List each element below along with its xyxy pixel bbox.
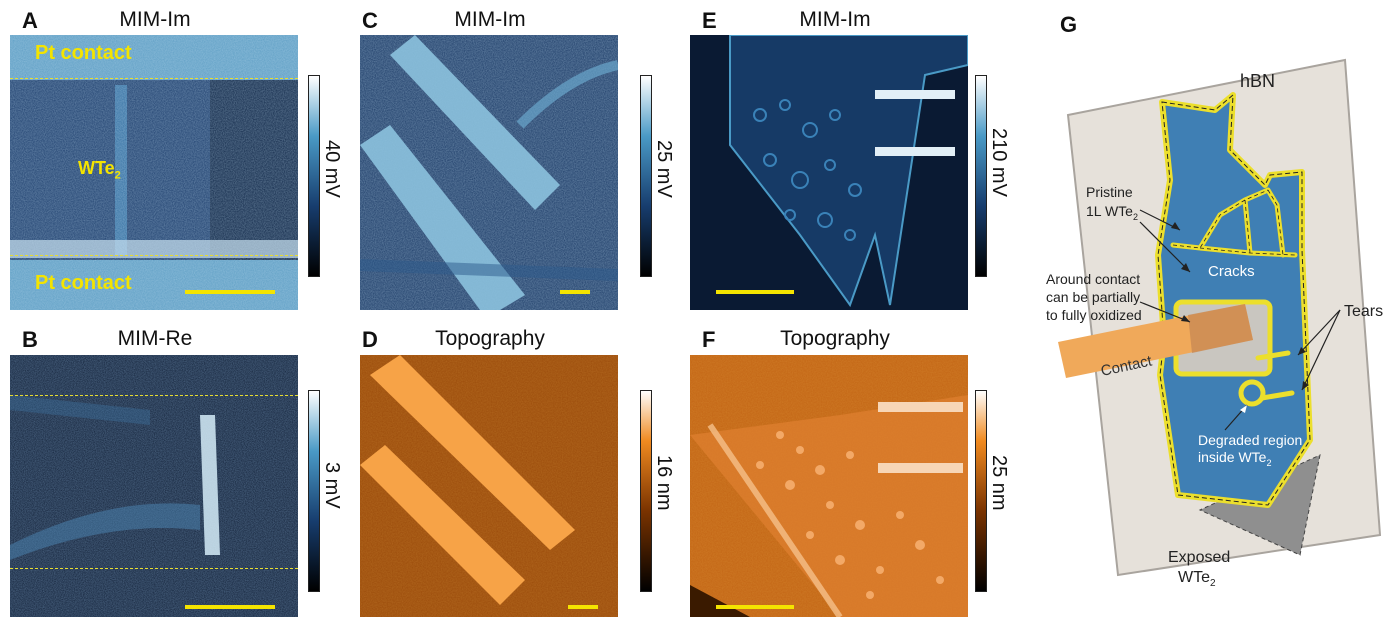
around-contact-label-1: Around contact bbox=[1046, 271, 1140, 287]
panel-d-letter: D bbox=[362, 327, 378, 352]
panel-c-letter: C bbox=[362, 8, 378, 33]
pristine-label-1: Pristine bbox=[1086, 184, 1133, 200]
panel-d-image bbox=[360, 355, 618, 617]
pt-contact-top-label: Pt contact bbox=[35, 42, 132, 64]
panel-b-letter: B bbox=[22, 327, 38, 352]
panel-f-image bbox=[690, 355, 968, 617]
pristine-label-2: 1L WTe2 bbox=[1086, 203, 1138, 222]
around-contact-label-3: to fully oxidized bbox=[1046, 307, 1142, 323]
exposed-label-2: WTe2 bbox=[1178, 569, 1216, 589]
panel-a-dash-bottom bbox=[10, 255, 298, 256]
degraded-label-1: Degraded region bbox=[1198, 432, 1302, 448]
panel-f-colorbar bbox=[975, 390, 987, 592]
panel-c-colorbar bbox=[640, 75, 652, 277]
panel-e-colorbar bbox=[975, 75, 987, 277]
panel-a-image bbox=[10, 35, 298, 310]
panel-b-scale-bar bbox=[185, 605, 275, 609]
panel-c-image bbox=[360, 35, 618, 310]
tear-top bbox=[1255, 350, 1291, 361]
panel-a-colorbar bbox=[308, 75, 320, 277]
panel-d-scale-bar bbox=[568, 605, 598, 609]
panel-a-colorbar-label: 40 mV bbox=[321, 140, 343, 198]
panel-b-colorbar bbox=[308, 390, 320, 592]
degraded-region-circle bbox=[1238, 379, 1266, 407]
panel-b-dash-bottom bbox=[10, 568, 298, 569]
panel-d-colorbar-label: 16 nm bbox=[653, 455, 675, 511]
panel-b-dash-top bbox=[10, 395, 298, 396]
wte2-label: WTe2 bbox=[78, 158, 121, 182]
panel-e-title: MIM-Im bbox=[799, 8, 871, 31]
degraded-label-2: inside WTe2 bbox=[1198, 449, 1271, 468]
panel-a-scale-bar bbox=[185, 290, 275, 294]
panel-f-colorbar-label: 25 nm bbox=[988, 455, 1010, 511]
panel-c-title: MIM-Im bbox=[454, 8, 526, 31]
panel-d-title: Topography bbox=[435, 327, 545, 350]
panel-b-image bbox=[10, 355, 298, 617]
panel-e-scale-bar bbox=[716, 290, 794, 294]
panel-c-scale-bar bbox=[560, 290, 590, 294]
panel-b-title: MIM-Re bbox=[117, 327, 193, 350]
tear-bottom bbox=[1259, 390, 1295, 401]
pt-contact-bottom-label: Pt contact bbox=[35, 272, 132, 294]
panel-f-scale-bar bbox=[716, 605, 794, 609]
panel-d-colorbar bbox=[640, 390, 652, 592]
panel-a-dash-top bbox=[10, 78, 298, 79]
panel-a-letter: A bbox=[22, 8, 38, 33]
panel-f-letter: F bbox=[702, 327, 716, 352]
panel-e-letter: E bbox=[702, 8, 717, 33]
exposed-label-1: Exposed bbox=[1168, 549, 1230, 566]
cracks-label: Cracks bbox=[1208, 263, 1255, 280]
panel-g-schematic: hBN Pristine 1L WTe2 Cracks Around conta… bbox=[1046, 58, 1383, 589]
panel-f-title: Topography bbox=[780, 327, 890, 350]
panel-e-image bbox=[690, 35, 968, 310]
panel-c-colorbar-label: 25 mV bbox=[653, 140, 675, 198]
panel-g-letter: G bbox=[1060, 12, 1078, 37]
around-contact-label-2: can be partially bbox=[1046, 289, 1140, 305]
panel-e-colorbar-label: 210 mV bbox=[988, 128, 1010, 197]
panel-b-colorbar-label: 3 mV bbox=[321, 462, 343, 509]
hbn-label: hBN bbox=[1240, 71, 1275, 91]
panel-a-title: MIM-Im bbox=[119, 8, 191, 31]
tears-label: Tears bbox=[1344, 303, 1383, 320]
